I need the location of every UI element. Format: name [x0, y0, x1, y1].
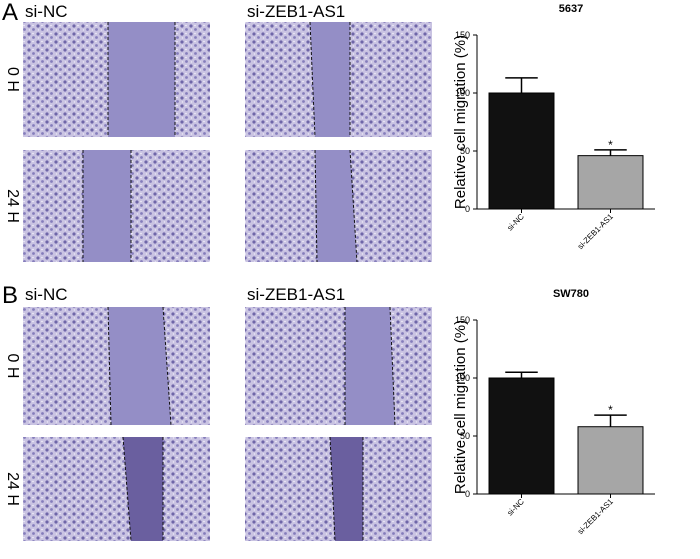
wound-edge	[329, 436, 336, 542]
y-tick-label: 150	[455, 30, 470, 40]
column-label: si-NC	[25, 285, 68, 304]
wound-edge	[314, 149, 318, 263]
wound-gap	[310, 22, 350, 137]
x-tick-label: si-NC	[505, 497, 526, 518]
bar	[488, 377, 555, 495]
panel-label: A	[2, 0, 18, 26]
x-tick-label: si-ZEB1-AS1	[576, 497, 615, 536]
wound-gap	[315, 150, 357, 262]
micrograph	[245, 307, 432, 425]
row-label: 24 H	[4, 189, 21, 223]
y-tick-label: 50	[460, 431, 470, 441]
chart-title: SW780	[553, 288, 589, 300]
bar	[577, 155, 644, 210]
wound-edge	[122, 436, 132, 542]
significance-mark: *	[608, 403, 613, 417]
micrograph	[23, 437, 210, 541]
x-tick-label: si-NC	[505, 212, 526, 233]
y-tick-label: 0	[465, 489, 470, 499]
bar	[577, 426, 644, 495]
y-axis-label: Relative cell migration (%)	[452, 35, 469, 209]
column-label: si-NC	[25, 2, 68, 21]
wound-gap	[330, 437, 363, 541]
wound-gap	[83, 150, 131, 262]
wound-gap	[123, 437, 163, 541]
wound-edge	[349, 149, 358, 263]
chart-title: 5637	[559, 3, 583, 15]
column-label: si-ZEB1-AS1	[247, 2, 345, 21]
wound-edge	[309, 21, 316, 138]
y-axis-label: Relative cell migration (%)	[452, 320, 469, 494]
x-tick-label: si-ZEB1-AS1	[576, 212, 615, 251]
wound-gap	[108, 22, 175, 137]
row-label: 24 H	[4, 472, 21, 506]
y-tick-label: 0	[465, 204, 470, 214]
row-label: 0 H	[4, 67, 21, 92]
row-label: 0 H	[4, 354, 21, 379]
y-tick-label: 150	[455, 315, 470, 325]
column-label: si-ZEB1-AS1	[247, 285, 345, 304]
y-tick-label: 100	[455, 88, 470, 98]
wound-gap	[108, 307, 171, 425]
panel-label: B	[2, 282, 18, 309]
y-tick-label: 100	[455, 373, 470, 383]
significance-mark: *	[608, 138, 613, 152]
y-tick-label: 50	[460, 146, 470, 156]
wound-gap	[345, 307, 395, 425]
bar	[488, 92, 555, 210]
